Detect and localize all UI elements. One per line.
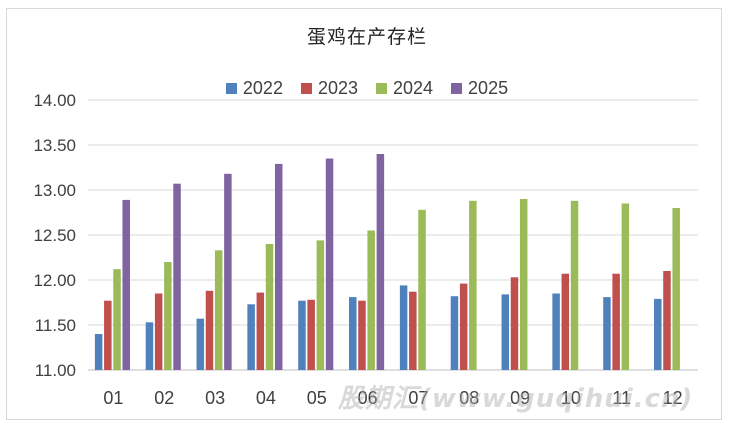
- bar-2023-07: [409, 291, 417, 370]
- x-tick-label: 01: [103, 388, 123, 408]
- bar-2024-08: [469, 200, 477, 370]
- y-tick-label: 13.00: [33, 181, 76, 200]
- y-tick-label: 11.00: [35, 361, 76, 380]
- legend-label-2022: 2022: [242, 78, 283, 98]
- bar-2025-06: [376, 154, 385, 370]
- legend-swatch-2022: [225, 83, 237, 94]
- y-tick-label: 12.50: [33, 226, 76, 245]
- legend-label-2024: 2024: [393, 78, 434, 98]
- bar-2023-12: [663, 271, 671, 370]
- bar-2022-05: [298, 300, 306, 370]
- bar-2024-03: [214, 250, 223, 370]
- bar-2024-05: [316, 240, 325, 370]
- x-tick-label: 11: [612, 388, 631, 408]
- x-tick-label: 03: [205, 388, 225, 408]
- bar-2023-01: [104, 300, 112, 370]
- bar-2023-05: [307, 299, 315, 370]
- bar-2022-08: [450, 296, 459, 370]
- legend-item-2022: 2022: [225, 78, 283, 99]
- bar-2022-01: [94, 334, 103, 370]
- bar-2022-04: [247, 304, 255, 370]
- y-tick-label: 12.00: [33, 271, 76, 290]
- x-tick-label: 04: [256, 388, 276, 408]
- bar-2025-02: [173, 183, 181, 370]
- legend-item-2025: 2025: [451, 78, 508, 99]
- bar-2024-06: [367, 230, 375, 370]
- bar-2023-08: [459, 283, 468, 370]
- bar-2023-06: [358, 300, 366, 370]
- y-tick-label: 14.00: [33, 91, 76, 110]
- bar-2022-12: [654, 298, 662, 370]
- bar-2025-01: [122, 199, 130, 370]
- y-tick-label: 13.50: [33, 136, 76, 155]
- bar-2024-01: [113, 269, 121, 370]
- y-tick-label: 11.50: [35, 316, 76, 335]
- legend-label-2025: 2025: [468, 78, 509, 98]
- bar-2023-03: [205, 290, 214, 370]
- bar-2023-10: [561, 273, 570, 370]
- x-tick-label: 06: [358, 388, 378, 408]
- x-tick-label: 02: [154, 388, 174, 408]
- bar-2024-07: [418, 209, 426, 370]
- bar-2023-02: [154, 293, 163, 370]
- x-tick-label: 07: [408, 388, 428, 408]
- bar-2022-11: [603, 297, 611, 370]
- bar-2023-04: [256, 292, 265, 370]
- chart-title: 蛋鸡在产存栏: [306, 26, 427, 48]
- legend-label-2023: 2023: [317, 78, 358, 98]
- bar-2022-09: [501, 294, 510, 370]
- bar-2024-02: [164, 262, 172, 370]
- bar-2025-05: [325, 158, 334, 370]
- legend-swatch-2024: [376, 83, 387, 94]
- x-tick-label: 10: [561, 388, 581, 408]
- bar-2024-10: [570, 200, 579, 370]
- bar-2024-04: [265, 244, 274, 370]
- bar-2024-12: [672, 208, 680, 370]
- watermark: 股期汇(www.guqihui.cn): [338, 384, 694, 414]
- bar-2023-11: [612, 273, 620, 370]
- bar-2022-02: [145, 322, 154, 370]
- x-tick-label: 12: [663, 388, 683, 408]
- legend-item-2023: 2023: [300, 78, 358, 99]
- bar-2024-09: [519, 199, 528, 370]
- bar-2025-04: [274, 163, 283, 370]
- x-tick-label: 09: [510, 388, 530, 408]
- bar-2024-11: [621, 203, 630, 370]
- bar-2022-03: [196, 318, 205, 370]
- legend-swatch-2023: [300, 83, 312, 94]
- bar-2023-09: [510, 277, 519, 370]
- bar-2022-06: [349, 297, 357, 370]
- bar-2022-10: [552, 293, 560, 370]
- bar-2025-03: [224, 173, 232, 370]
- x-tick-label: 08: [459, 388, 479, 408]
- legend: 2022 2023 2024 2025: [0, 78, 734, 99]
- x-tick-label: 05: [307, 388, 327, 408]
- legend-item-2024: 2024: [376, 78, 433, 99]
- bar-2022-07: [399, 285, 408, 370]
- legend-swatch-2025: [451, 83, 463, 94]
